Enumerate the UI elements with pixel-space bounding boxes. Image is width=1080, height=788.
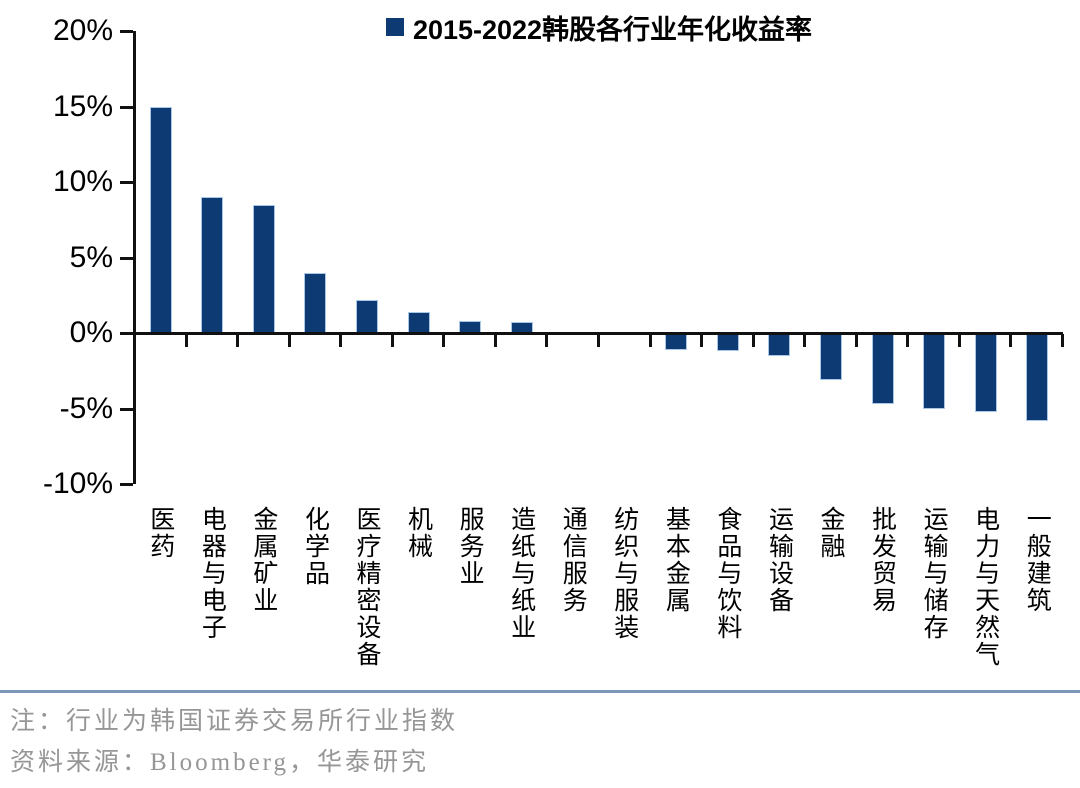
y-axis-tick-label: 0% <box>69 316 113 349</box>
y-axis-tick <box>120 256 133 260</box>
x-axis-tick <box>700 334 704 347</box>
y-axis-tick <box>120 483 133 486</box>
legend-swatch-icon <box>385 18 404 36</box>
y-axis-tick <box>120 105 133 109</box>
category-label: 电力与天然气 <box>971 506 999 668</box>
x-axis-tick <box>597 334 600 347</box>
x-axis-tick <box>442 334 446 347</box>
bar <box>1026 333 1049 421</box>
bar <box>923 333 946 409</box>
bar <box>304 272 327 333</box>
x-axis-tick <box>1009 334 1013 347</box>
x-axis-tick <box>339 334 343 347</box>
y-axis-tick <box>120 181 133 184</box>
source-line: 资料来源：Bloomberg，华泰研究 <box>10 749 430 776</box>
category-label: 金融 <box>817 506 844 560</box>
x-axis-tick <box>906 334 910 347</box>
category-label: 化学品 <box>301 506 329 587</box>
y-axis-tick-label: -5% <box>59 391 113 425</box>
x-axis-tick <box>287 334 291 347</box>
category-label: 电器与电子 <box>198 506 226 641</box>
x-axis-tick <box>648 334 652 347</box>
bar <box>768 333 791 356</box>
y-axis-tick-label: 20% <box>52 14 113 47</box>
category-label: 机械 <box>404 506 432 560</box>
y-axis-tick-label: -10% <box>42 467 113 500</box>
bar <box>716 333 739 352</box>
bar <box>356 299 378 333</box>
category-label: 运输与储存 <box>920 506 948 641</box>
category-label: 医药 <box>146 506 174 560</box>
bar <box>820 333 842 380</box>
x-axis-tick <box>493 334 497 347</box>
bar <box>974 333 997 412</box>
y-axis-tick <box>120 407 133 411</box>
x-axis-line <box>133 332 1063 335</box>
bar <box>201 197 224 333</box>
y-axis-tick <box>120 332 133 335</box>
x-axis-tick <box>854 334 858 347</box>
category-label: 纺织与服装 <box>610 506 638 641</box>
footer-divider <box>0 690 1080 693</box>
note-line: 注：行业为韩国证券交易所行业指数 <box>10 708 459 735</box>
y-axis-tick <box>120 30 133 33</box>
category-label: 服务业 <box>456 506 484 587</box>
x-axis-tick <box>184 334 188 347</box>
x-axis-tick <box>803 334 807 347</box>
category-label: 造纸与纸业 <box>507 506 535 641</box>
bar <box>871 333 894 404</box>
chart-title: 2015-2022韩股各行业年化收益率 <box>412 14 813 45</box>
y-axis-tick-label: 10% <box>52 165 113 198</box>
x-axis-tick <box>390 334 394 347</box>
category-label: 基本金属 <box>662 506 690 614</box>
bar <box>252 204 275 333</box>
category-label: 金属矿业 <box>249 506 277 614</box>
chart-legend: 2015-2022韩股各行业年化收益率 <box>135 10 1063 45</box>
category-label: 通信服务 <box>559 506 587 614</box>
x-axis-tick <box>957 334 961 347</box>
y-axis-tick-label: 5% <box>69 240 113 274</box>
category-label: 运输设备 <box>765 506 793 614</box>
category-label: 一般建筑 <box>1023 506 1051 614</box>
category-label: 批发贸易 <box>868 506 896 614</box>
x-axis-tick <box>1061 334 1064 347</box>
y-axis-line <box>133 31 136 484</box>
x-axis-tick <box>545 334 549 347</box>
bar <box>149 106 172 333</box>
bar <box>665 333 688 350</box>
x-axis-tick <box>236 334 240 347</box>
bar <box>407 311 430 333</box>
x-axis-tick <box>751 334 755 347</box>
category-label: 医疗精密设备 <box>353 506 380 668</box>
y-axis-tick-label: 15% <box>52 89 113 123</box>
category-label: 食品与饮料 <box>713 506 741 641</box>
